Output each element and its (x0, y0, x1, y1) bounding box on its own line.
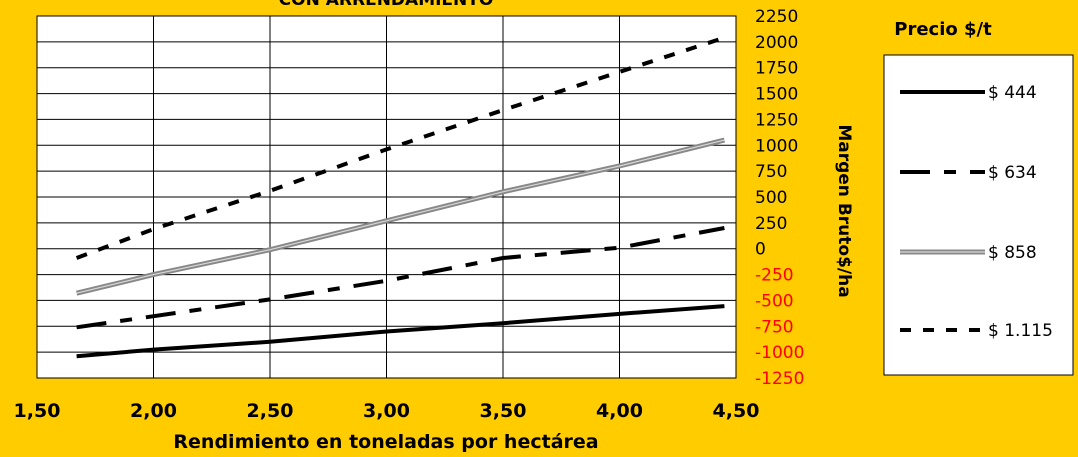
y-tick-label: 250 (755, 214, 787, 234)
legend-label: $ 858 (988, 243, 1037, 263)
x-tick-label: 3,50 (480, 400, 527, 422)
series-line-4 (75, 35, 726, 260)
legend-title: Precio $/t (894, 19, 992, 40)
x-axis-label: Rendimiento en toneladas por hectárea (173, 431, 598, 453)
legend-item: $ 634 (900, 163, 1037, 183)
y-tick-label: 750 (755, 162, 787, 182)
plot-border (36, 15, 737, 379)
y-tick-label: 1000 (755, 136, 798, 156)
x-tick-label: 2,50 (247, 400, 294, 422)
series-line-2 (76, 226, 725, 330)
legend-item: $ 1.115 (900, 321, 1053, 341)
chart-title: CON ARRENDAMIENTO (279, 0, 494, 10)
x-tick-label: 3,00 (363, 400, 410, 422)
legend-item: $ 858 (900, 243, 1037, 263)
x-tick-label: 1,50 (14, 400, 61, 422)
series-line-1 (76, 304, 725, 359)
y-tick-label: -500 (755, 291, 794, 311)
y-tick-label: 2250 (755, 7, 798, 27)
series-line-3-highlight (76, 139, 725, 294)
legend: $ 444 $ 634 $ 858 $ 1.115 (900, 83, 1053, 341)
x-tick-label: 4,50 (713, 400, 760, 422)
y-tick-label: 0 (755, 240, 766, 260)
y-axis-label: Margen Bruto$/ha (834, 124, 854, 297)
y-tick-label: 1500 (755, 85, 798, 105)
y-tick-label: 1750 (755, 59, 798, 79)
y-tick-label: 1250 (755, 110, 798, 130)
y-tick-label: -750 (755, 317, 794, 337)
y-tick-label: -250 (755, 266, 794, 286)
series-layer (75, 35, 726, 359)
legend-label: $ 634 (988, 163, 1037, 183)
legend-label: $ 444 (988, 83, 1037, 103)
x-tick-label: 4,00 (596, 400, 643, 422)
y-tick-label: 500 (755, 188, 787, 208)
legend-item: $ 444 (900, 83, 1037, 103)
y-axis-ticks: 2250 2000 1750 1500 1250 1000 750 500 250 0 -250 -5… (755, 7, 804, 389)
y-tick-label: -1250 (755, 369, 804, 389)
legend-label: $ 1.115 (988, 321, 1053, 341)
legend-box (883, 54, 1074, 376)
y-tick-label: -1000 (755, 343, 804, 363)
x-tick-label: 2,00 (130, 400, 177, 422)
y-tick-label: 2000 (755, 33, 798, 53)
x-axis-ticks: 1,50 2,00 2,50 3,00 3,50 4,00 4,50 (14, 400, 760, 422)
